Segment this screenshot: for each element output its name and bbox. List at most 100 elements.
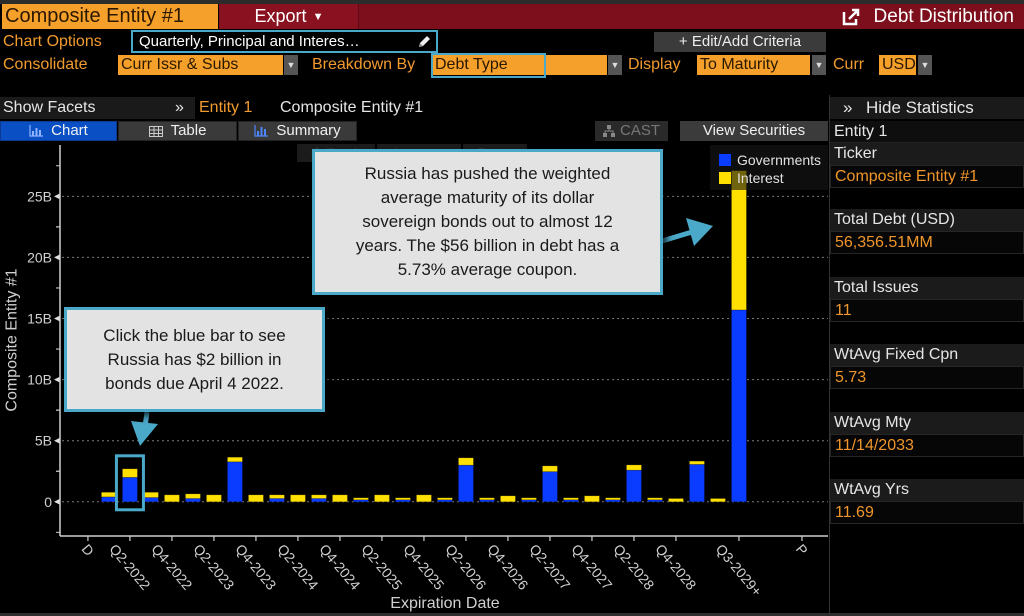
hide-statistics-toggle[interactable]: » Hide Statistics: [830, 97, 1024, 119]
chart-options-value: Quarterly, Principal and Interes…: [139, 33, 360, 50]
display-label: Display: [628, 56, 681, 73]
bar-interest[interactable]: [647, 497, 663, 501]
x-tick-label: Q4-2024: [316, 541, 363, 593]
bar-governments[interactable]: [311, 498, 327, 503]
legend-item-governments[interactable]: Governments: [719, 152, 821, 168]
app-title[interactable]: Debt Distribution: [842, 4, 1014, 29]
bar-interest[interactable]: [164, 494, 180, 503]
x-tick-label: Q4-2022: [148, 541, 195, 593]
chart-options-field[interactable]: Quarterly, Principal and Interes…: [131, 30, 438, 53]
edit-add-criteria-button[interactable]: + Edit/Add Criteria: [654, 32, 826, 52]
y-tick-label: 15B: [27, 311, 52, 327]
x-tick-label: Q4-2026: [484, 541, 531, 593]
bar-interest[interactable]: [626, 464, 642, 471]
hide-statistics-label: Hide Statistics: [866, 98, 974, 117]
bar-governments[interactable]: [458, 464, 474, 503]
bar-governments[interactable]: [626, 469, 642, 503]
bar-interest[interactable]: [605, 497, 621, 501]
breakdown-chevron-down-icon[interactable]: ▼: [608, 55, 622, 75]
callout-arrow-2-head: [131, 421, 158, 446]
summary-chart-icon: [254, 125, 269, 137]
breakdown-label: Breakdown By: [312, 56, 416, 73]
entity-title[interactable]: Composite Entity #1: [2, 4, 218, 29]
display-chevron-down-icon[interactable]: ▼: [812, 55, 826, 75]
tab-chart[interactable]: Chart: [0, 121, 117, 141]
export-label: Export: [254, 6, 307, 26]
y-tick-label: 5B: [35, 433, 52, 449]
bar-interest[interactable]: [416, 494, 432, 503]
bar-interest[interactable]: [290, 494, 306, 503]
bar-interest[interactable]: [521, 497, 537, 501]
stat-label: WtAvg Fixed Cpn: [830, 344, 1024, 366]
currency-chevron-down-icon[interactable]: ▼: [918, 55, 932, 75]
cast-button[interactable]: CAST: [595, 121, 668, 141]
entity-name: Composite Entity #1: [280, 99, 424, 116]
bar-interest[interactable]: [269, 494, 285, 499]
bar-interest[interactable]: [500, 495, 516, 503]
cast-label: CAST: [619, 122, 660, 139]
bar-interest[interactable]: [353, 497, 369, 501]
bar-governments[interactable]: [731, 309, 747, 503]
bar-interest[interactable]: [374, 494, 390, 503]
breakdown-highlight: [431, 53, 546, 78]
bar-interest[interactable]: [206, 494, 222, 503]
bar-interest[interactable]: [311, 494, 327, 499]
bar-interest[interactable]: [710, 498, 726, 503]
bar-interest[interactable]: [395, 497, 411, 501]
bar-governments[interactable]: [101, 496, 117, 503]
legend-item-interest[interactable]: Interest: [719, 170, 784, 186]
bar-interest[interactable]: [143, 491, 159, 498]
y-axis-title: Composite Entity #1: [3, 268, 21, 412]
chart-legend: Governments Interest: [710, 145, 828, 190]
bar-interest[interactable]: [689, 460, 705, 465]
x-tick-label: D: [79, 541, 98, 559]
bar-governments[interactable]: [227, 461, 243, 503]
bar-governments[interactable]: [122, 477, 138, 503]
show-facets-label: Show Facets: [3, 99, 96, 116]
export-menu[interactable]: Export ▼: [220, 4, 359, 29]
bar-interest[interactable]: [332, 494, 348, 503]
y-tick-marker: [54, 498, 60, 505]
chevron-down-icon: ▼: [312, 11, 324, 23]
y-tick-label: 10B: [27, 372, 52, 388]
tab-table[interactable]: Table: [118, 121, 237, 141]
chart-options-label: Chart Options: [3, 33, 102, 50]
bar-interest[interactable]: [584, 495, 600, 503]
bar-interest[interactable]: [458, 457, 474, 466]
tab-summary[interactable]: Summary: [238, 121, 357, 141]
x-axis-title: Expiration Date: [390, 595, 500, 612]
bar-interest[interactable]: [122, 468, 138, 478]
stat-value: Composite Entity #1: [830, 165, 1024, 188]
tab-table-label: Table: [170, 122, 207, 139]
stat-label: WtAvg Mty: [830, 412, 1024, 434]
x-tick-label: Q2-2028: [610, 541, 657, 593]
y-tick-marker: [54, 376, 60, 383]
bar-interest[interactable]: [479, 497, 495, 501]
bar-governments[interactable]: [269, 498, 285, 503]
show-facets-toggle[interactable]: Show Facets »: [0, 97, 195, 119]
stat-value: 5.73: [830, 366, 1024, 389]
stat-value: 11: [830, 299, 1024, 322]
stat-value: 11/14/2033: [830, 434, 1024, 457]
bar-interest[interactable]: [542, 465, 558, 472]
bar-governments[interactable]: [185, 498, 201, 503]
bar-interest[interactable]: [248, 494, 264, 503]
consolidate-dropdown[interactable]: Curr Issr & Subs: [118, 55, 283, 75]
bar-interest[interactable]: [101, 491, 117, 498]
display-dropdown[interactable]: To Maturity: [697, 55, 810, 75]
bar-governments[interactable]: [689, 464, 705, 503]
consolidate-chevron-down-icon[interactable]: ▼: [284, 55, 298, 75]
bar-governments[interactable]: [542, 471, 558, 503]
pencil-icon[interactable]: [416, 34, 432, 50]
bar-interest[interactable]: [437, 497, 453, 501]
bar-interest[interactable]: [731, 170, 747, 311]
bar-interest[interactable]: [227, 456, 243, 463]
view-securities-button[interactable]: View Securities: [680, 121, 828, 141]
bar-interest[interactable]: [563, 497, 579, 501]
bar-interest[interactable]: [185, 493, 201, 499]
breakdown-dropdown[interactable]: Debt Type: [432, 55, 607, 75]
currency-dropdown[interactable]: USD: [879, 55, 916, 75]
bar-governments[interactable]: [143, 497, 159, 503]
bar-interest[interactable]: [668, 498, 684, 503]
legend-label-governments: Governments: [737, 152, 822, 168]
